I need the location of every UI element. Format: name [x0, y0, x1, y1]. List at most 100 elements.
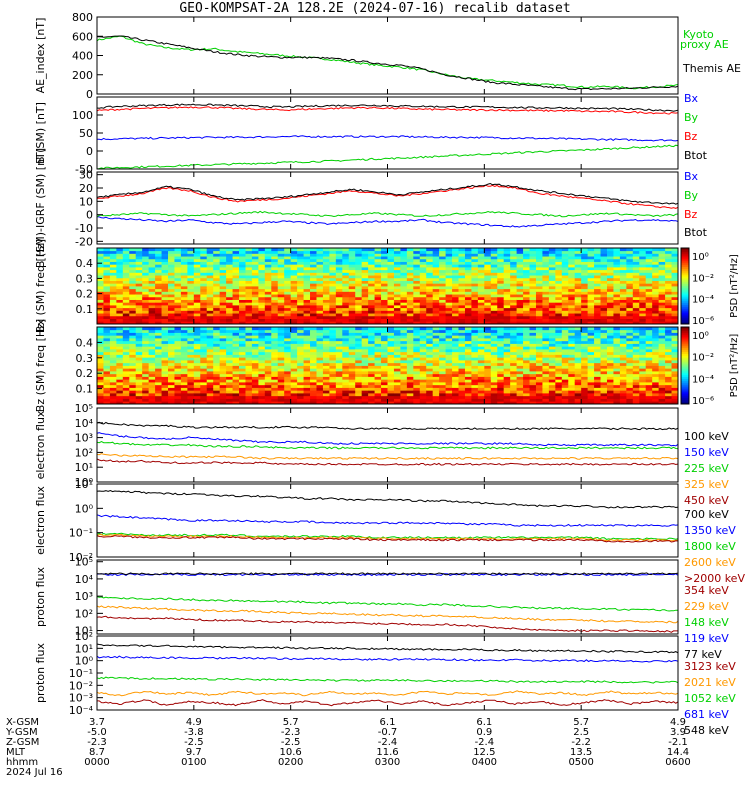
spectrogram-cell: [387, 360, 395, 364]
spectrogram-cell: [258, 332, 266, 336]
spectrogram-cell: [232, 269, 240, 273]
spectrogram-cell: [116, 354, 124, 358]
spectrogram-cell: [271, 313, 279, 317]
spectrogram-cell: [606, 335, 614, 339]
spectrogram-cell: [297, 346, 304, 350]
spectrogram-cell: [148, 384, 156, 388]
spectrogram-cell: [116, 398, 124, 402]
spectrogram-cell: [226, 275, 233, 279]
spectrogram-cell: [626, 382, 634, 386]
spectrogram-cell: [555, 362, 563, 366]
spectrogram-cell: [361, 256, 369, 260]
spectrogram-cell: [374, 384, 382, 388]
spectrogram-cell: [497, 250, 505, 254]
spectrogram-cell: [322, 321, 330, 325]
spectrogram-cell: [632, 272, 640, 276]
spectrogram-cell: [587, 264, 595, 268]
spectrogram-cell: [174, 340, 182, 344]
spectrogram-cell: [219, 258, 227, 262]
spectrogram-cell: [97, 327, 104, 331]
spectrogram-cell: [458, 294, 466, 298]
spectrogram-cell: [555, 272, 563, 276]
spectrogram-cell: [387, 277, 395, 281]
spectrogram-cell: [368, 299, 375, 303]
spectrogram-cell: [122, 362, 130, 366]
spectrogram-cell: [665, 258, 672, 262]
spectrogram-cell: [665, 302, 672, 306]
spectrogram-cell: [561, 351, 569, 355]
spectrogram-cell: [516, 351, 524, 355]
spectrogram-cell: [432, 357, 440, 361]
spectrogram-cell: [226, 250, 233, 254]
spectrogram-cell: [581, 390, 589, 394]
spectrogram-cell: [594, 379, 601, 383]
spectrogram-cell: [297, 253, 304, 257]
spectrogram-cell: [606, 398, 614, 402]
spectrogram-cell: [161, 390, 169, 394]
spectrogram-cell: [561, 376, 569, 380]
spectrogram-cell: [432, 398, 440, 402]
spectrogram-cell: [174, 299, 182, 303]
spectrogram-cell: [109, 338, 117, 342]
spectrogram-cell: [232, 272, 240, 276]
spectrogram-cell: [503, 318, 511, 322]
spectrogram-cell: [484, 376, 492, 380]
spectrogram-cell: [258, 272, 266, 276]
spectrogram-cell: [587, 302, 595, 306]
spectrogram-cell: [581, 294, 589, 298]
legend-entry: Btot: [684, 226, 708, 239]
spectrogram-cell: [574, 329, 582, 333]
spectrogram-cell: [568, 321, 576, 325]
spectrogram-cell: [122, 256, 130, 260]
spectrogram-cell: [393, 250, 401, 254]
spectrogram-cell: [381, 269, 388, 273]
spectrogram-cell: [310, 310, 317, 314]
spectrogram-cell: [322, 379, 330, 383]
spectrogram-cell: [374, 362, 382, 366]
spectrogram-cell: [561, 398, 569, 402]
spectrogram-cell: [529, 373, 537, 377]
spectrogram-cell: [529, 362, 537, 366]
spectrogram-cell: [400, 332, 408, 336]
spectrogram-cell: [187, 343, 195, 347]
spectrogram-cell: [374, 299, 382, 303]
spectrogram-cell: [193, 272, 201, 276]
spectrogram-cell: [180, 387, 188, 391]
spectrogram-cell: [439, 313, 446, 317]
spectrogram-cell: [335, 395, 343, 399]
spectrogram-cell: [206, 357, 214, 361]
spectrogram-cell: [116, 307, 124, 311]
spectrogram-cell: [187, 393, 195, 397]
spectrogram-cell: [245, 313, 253, 317]
spectrogram-cell: [116, 376, 124, 380]
spectrogram-cell: [264, 307, 272, 311]
spectrogram-cell: [381, 365, 388, 369]
spectrogram-cell: [348, 294, 356, 298]
spectrogram-cell: [335, 288, 343, 292]
spectrogram-cell: [264, 340, 272, 344]
colorbar-segment: [681, 322, 689, 325]
spectrogram-cell: [581, 395, 589, 399]
spectrogram-cell: [619, 362, 627, 366]
spectrogram-cell: [452, 250, 459, 254]
spectrogram-cell: [116, 393, 124, 397]
spectrogram-cell: [374, 313, 382, 317]
spectrogram-cell: [594, 313, 601, 317]
spectrogram-cell: [187, 376, 195, 380]
spectrogram-cell: [548, 368, 556, 372]
spectrogram-cell: [439, 296, 446, 300]
spectrogram-cell: [464, 283, 472, 287]
spectrogram-cell: [290, 335, 298, 339]
spectrogram-cell: [200, 338, 208, 342]
spectrogram-cell: [445, 401, 453, 405]
spectrogram-cell: [523, 256, 530, 260]
spectrogram-cell: [316, 335, 324, 339]
spectrogram-cell: [613, 365, 621, 369]
spectrogram-cell: [594, 376, 601, 380]
spectrogram-cell: [490, 354, 498, 358]
spectrogram-cell: [587, 379, 595, 383]
spectrogram-cell: [523, 340, 530, 344]
spectrogram-cell: [600, 294, 608, 298]
spectrogram-cell: [497, 280, 505, 284]
spectrogram-cell: [484, 277, 492, 281]
